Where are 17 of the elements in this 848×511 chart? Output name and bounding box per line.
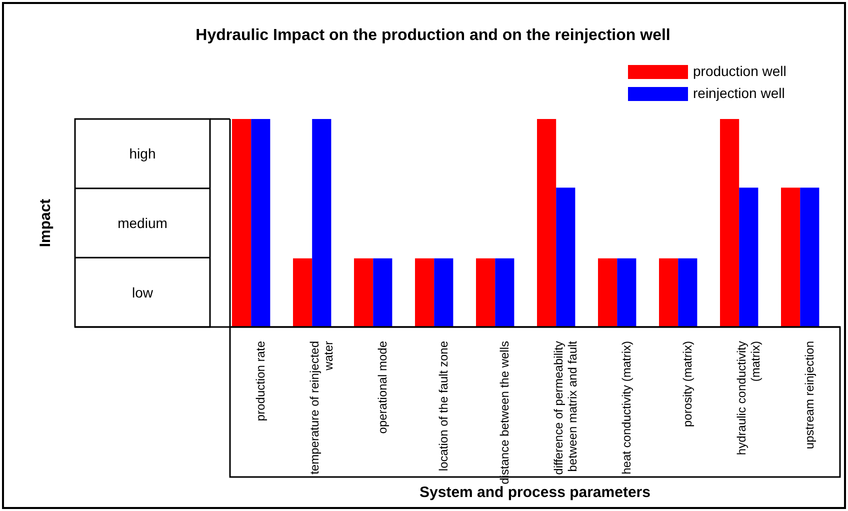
chart-title: Hydraulic Impact on the production and on the reinjection well [196,27,670,44]
x-tick-label: operational mode [376,340,390,434]
legend-label: production well [693,63,786,79]
text: medium [118,215,168,231]
text: low [132,284,154,300]
x-tick-label: hydraulic conductivity (matrix) [734,341,763,456]
text: high [129,146,156,162]
text: Impact [37,198,54,248]
x-tick-label: distance between the wells [498,341,512,484]
x-tick-label: heat conductivity (matrix) [620,341,634,474]
x-tick-label: upstream reinjection [802,341,817,450]
x-tick-label: location of the fault zone [436,340,451,472]
x-axis-title: System and process parameters [420,484,650,501]
x-tick-label: porosity (matrix) [680,341,695,428]
x-tick-label: production rate [254,340,268,422]
x-tick-label: temperature of reinjected water [308,340,336,474]
legend-label: reinjection well [693,85,785,101]
